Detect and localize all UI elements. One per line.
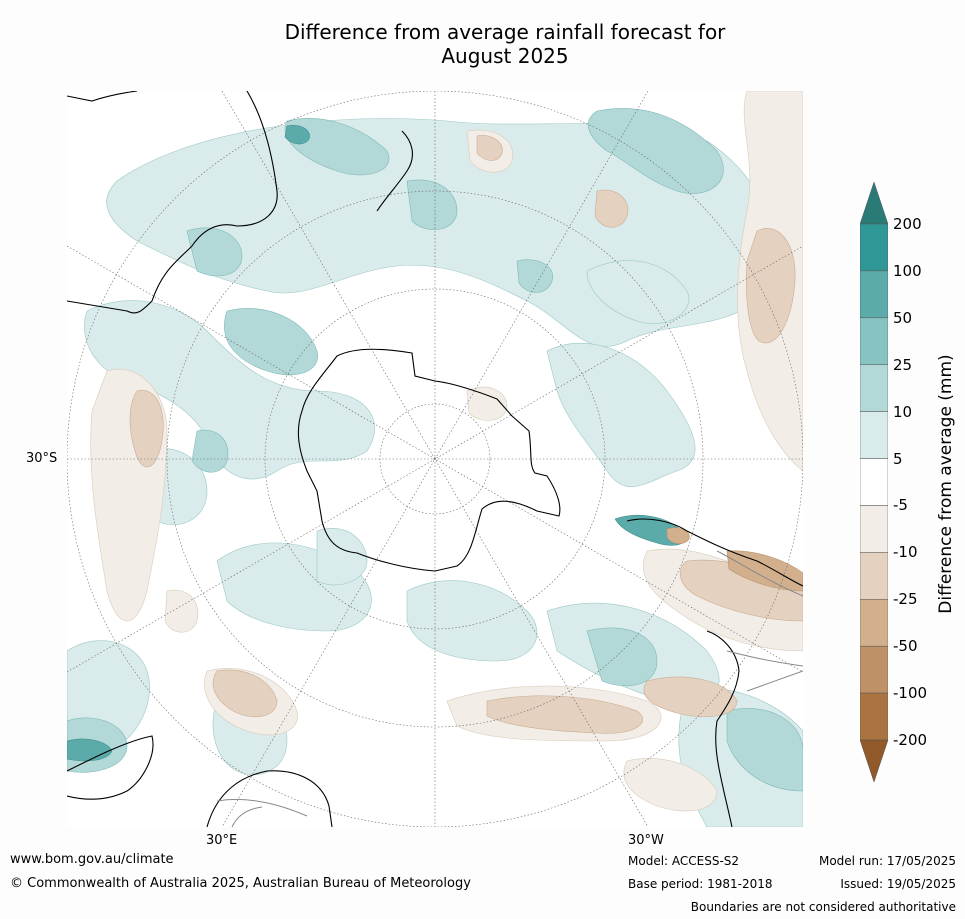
disclaimer-text: Boundaries are not considered authoritat… (690, 900, 956, 914)
colorbar-segment (860, 223, 888, 272)
colorbar-extend-top (860, 182, 888, 225)
colorbar-segment (860, 645, 888, 694)
colorbar-segment (860, 692, 888, 741)
latitude-ring-45s (166, 190, 704, 728)
copyright-text: © Commonwealth of Australia 2025, Austra… (10, 876, 471, 891)
colorbar-tick-label: 5 (893, 449, 903, 468)
africa-coastline (67, 735, 333, 827)
title-line-1: Difference from average rainfall forecas… (284, 20, 726, 44)
new-zealand-coastline (376, 130, 413, 212)
chart-title: Difference from average rainfall forecas… (230, 20, 780, 68)
colorbar-tick-label: -200 (893, 731, 928, 749)
colorbar-segment (860, 317, 888, 365)
colorbar-segment (860, 270, 888, 319)
model-text: Model: ACCESS-S2 (628, 854, 740, 868)
colorbar-tick-label: 50 (893, 308, 913, 327)
south-america-borders (716, 550, 803, 692)
colorbar-segment (860, 505, 888, 553)
latitude-ring-60s (264, 288, 606, 630)
anomaly-moderate-dry (129, 135, 803, 734)
colorbar-tick-label: 200 (893, 215, 922, 233)
title-line-2: August 2025 (441, 44, 569, 68)
south-america-coastline (626, 518, 803, 827)
colorbar-tick-label: 10 (893, 402, 913, 421)
anomaly-strong-dry (666, 527, 803, 592)
colorbar (860, 182, 888, 782)
rainfall-map (67, 91, 803, 827)
colorbar-tick-label: -5 (893, 496, 908, 515)
colorbar-tick-label: 100 (893, 261, 922, 280)
website-link[interactable]: www.bom.gov.au/climate (10, 852, 174, 867)
colorbar-tick-label: -10 (893, 543, 918, 562)
graticule (67, 91, 803, 827)
colorbar-tick-label: -50 (893, 637, 918, 656)
longitude-label-30e: 30°E (206, 833, 238, 848)
colorbar-segment (860, 411, 888, 459)
colorbar-tick-label: 25 (893, 355, 913, 374)
colorbar-extend-bottom (860, 739, 888, 782)
new-guinea-coastline (67, 91, 138, 102)
africa-borders (216, 798, 308, 827)
anomaly-moderate-wet (67, 108, 803, 792)
colorbar-segment (860, 364, 888, 412)
colorbar-segment (860, 552, 888, 600)
colorbar-segment (860, 599, 888, 647)
antarctica-coastline (297, 348, 561, 572)
australia-coastline (67, 91, 278, 314)
base-period-text: Base period: 1981-2018 (628, 877, 773, 891)
colorbar-title: Difference from average (mm) (936, 354, 956, 614)
latitude-label-30s: 30°S (26, 451, 58, 466)
model-run-text: Model run: 17/05/2025 (818, 854, 956, 868)
colorbar-tick-label: -100 (893, 684, 928, 703)
longitude-label-30w: 30°W (628, 833, 664, 848)
colorbar-tick-label: -25 (893, 590, 918, 609)
colorbar-segment (860, 458, 888, 506)
issued-text: Issued: 19/05/2025 (840, 877, 956, 891)
